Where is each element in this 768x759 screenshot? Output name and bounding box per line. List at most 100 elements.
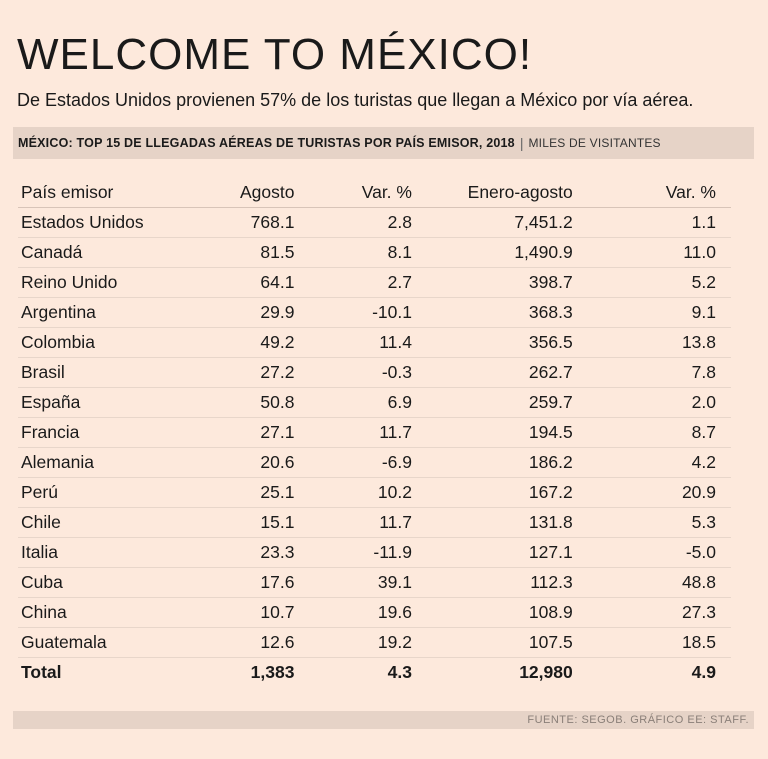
cell-var-august: 19.2 (294, 627, 412, 658)
cell-jan-aug: 194.5 (411, 417, 573, 448)
cell-jan-aug: 1,490.9 (411, 237, 573, 268)
cell-var-august: 8.1 (294, 237, 412, 268)
cell-country: Argentina (18, 297, 176, 328)
cell-var-jan-aug: 48.8 (572, 567, 731, 598)
cell-august: 25.1 (175, 477, 295, 508)
cell-var-august: -0.3 (294, 357, 412, 388)
cell-august: 15.1 (175, 507, 295, 538)
total-cell-jan-aug: 12,980 (519, 662, 573, 682)
cell-var-jan-aug: 27.3 (572, 597, 731, 628)
cell-var-august: 2.8 (294, 207, 412, 238)
table-row: Italia 23.3 -11.9 127.1 -5.0 (18, 537, 731, 568)
cell-jan-aug: 7,451.2 (411, 207, 573, 238)
cell-country: Cuba (18, 567, 176, 598)
table-row: Cuba 17.6 39.1 112.3 48.8 (18, 567, 731, 598)
caption-separator: | (519, 135, 524, 151)
cell-country: Canadá (18, 237, 176, 268)
table-row: Argentina 29.9 -10.1 368.3 9.1 (18, 297, 731, 328)
cell-country: Perú (18, 477, 176, 508)
table-row: Estados Unidos 768.1 2.8 7,451.2 1.1 (18, 207, 731, 238)
table-caption-bar: MÉXICO: TOP 15 DE LLEGADAS AÉREAS DE TUR… (13, 127, 754, 159)
cell-jan-aug: 112.3 (411, 567, 573, 598)
cell-jan-aug: 186.2 (411, 447, 573, 478)
cell-country: Alemania (18, 447, 176, 478)
cell-var-august: -10.1 (294, 297, 412, 328)
cell-var-august: -6.9 (294, 447, 412, 478)
total-cell-var-august: 4.3 (387, 662, 412, 682)
cell-august: 768.1 (175, 207, 295, 238)
cell-country: Colombia (18, 327, 176, 358)
table-row: Guatemala 12.6 19.2 107.5 18.5 (18, 627, 731, 658)
cell-jan-aug: 368.3 (411, 297, 573, 328)
cell-var-jan-aug: 13.8 (572, 327, 731, 358)
cell-august: 27.2 (175, 357, 295, 388)
table-row: Colombia 49.2 11.4 356.5 13.8 (18, 327, 731, 358)
cell-jan-aug: 127.1 (411, 537, 573, 568)
cell-country: Italia (18, 537, 176, 568)
table-row: Francia 27.1 11.7 194.5 8.7 (18, 417, 731, 448)
cell-august: 50.8 (175, 387, 295, 418)
cell-august: 23.3 (175, 537, 295, 568)
cell-country: España (18, 387, 176, 418)
cell-country: China (18, 597, 176, 628)
cell-country: Reino Unido (18, 267, 176, 298)
cell-jan-aug: 108.9 (411, 597, 573, 628)
header-var-jan-aug: Var. % (572, 178, 731, 208)
cell-var-august: 2.7 (294, 267, 412, 298)
cell-var-jan-aug: 20.9 (572, 477, 731, 508)
cell-august: 20.6 (175, 447, 295, 478)
table-unit: MILES DE VISITANTES (528, 136, 661, 150)
total-cell-country: Total (21, 662, 62, 682)
header-jan-aug: Enero-agosto (411, 178, 573, 208)
cell-jan-aug: 167.2 (411, 477, 573, 508)
cell-country: Brasil (18, 357, 176, 388)
cell-august: 17.6 (175, 567, 295, 598)
cell-var-jan-aug: 11.0 (572, 237, 731, 268)
cell-var-jan-aug: 7.8 (572, 357, 731, 388)
cell-country: Guatemala (18, 627, 176, 658)
cell-jan-aug: 131.8 (411, 507, 573, 538)
cell-august: 81.5 (175, 237, 295, 268)
total-cell-var-jan-aug: 4.9 (691, 662, 716, 682)
cell-var-jan-aug: 4.2 (572, 447, 731, 478)
table-row: Chile 15.1 11.7 131.8 5.3 (18, 507, 731, 538)
header-country: País emisor (18, 178, 176, 208)
cell-var-jan-aug: 8.7 (572, 417, 731, 448)
cell-jan-aug: 259.7 (411, 387, 573, 418)
table-row: Reino Unido 64.1 2.7 398.7 5.2 (18, 267, 731, 298)
table-caption: MÉXICO: TOP 15 DE LLEGADAS AÉREAS DE TUR… (18, 136, 515, 150)
table-header-row: País emisor Agosto Var. % Enero-agosto V… (18, 178, 731, 208)
cell-country: Francia (18, 417, 176, 448)
header-august: Agosto (175, 178, 295, 208)
cell-jan-aug: 356.5 (411, 327, 573, 358)
cell-august: 10.7 (175, 597, 295, 628)
source-footer: FUENTE: SEGOB. GRÁFICO EE: STAFF. (13, 711, 754, 729)
cell-august: 27.1 (175, 417, 295, 448)
cell-var-august: 11.4 (294, 327, 412, 358)
table-body: Estados Unidos 768.1 2.8 7,451.2 1.1 Canadá 81… (18, 207, 731, 688)
table-row: Brasil 27.2 -0.3 262.7 7.8 (18, 357, 731, 388)
total-cell-august: 1,383 (250, 662, 295, 682)
cell-var-august: -11.9 (294, 537, 412, 568)
cell-jan-aug: 262.7 (411, 357, 573, 388)
table-row: España 50.8 6.9 259.7 2.0 (18, 387, 731, 418)
table-total-row: Total 1,383 4.3 12,980 4.9 (18, 658, 731, 688)
cell-var-jan-aug: 5.2 (572, 267, 731, 298)
cell-jan-aug: 398.7 (411, 267, 573, 298)
cell-august: 12.6 (175, 627, 295, 658)
cell-var-jan-aug: 5.3 (572, 507, 731, 538)
cell-var-jan-aug: 2.0 (572, 387, 731, 418)
tourist-arrivals-table: País emisor Agosto Var. % Enero-agosto V… (18, 178, 731, 687)
cell-var-jan-aug: 18.5 (572, 627, 731, 658)
cell-country: Chile (18, 507, 176, 538)
cell-var-august: 11.7 (294, 417, 412, 448)
cell-jan-aug: 107.5 (411, 627, 573, 658)
header-var-august: Var. % (294, 178, 412, 208)
source-text: FUENTE: SEGOB. GRÁFICO EE: STAFF. (527, 714, 749, 726)
page-title: WELCOME TO MÉXICO! (17, 30, 533, 79)
table-row: Perú 25.1 10.2 167.2 20.9 (18, 477, 731, 508)
cell-var-jan-aug: 1.1 (572, 207, 731, 238)
cell-var-august: 6.9 (294, 387, 412, 418)
cell-august: 49.2 (175, 327, 295, 358)
table-row: Canadá 81.5 8.1 1,490.9 11.0 (18, 237, 731, 268)
